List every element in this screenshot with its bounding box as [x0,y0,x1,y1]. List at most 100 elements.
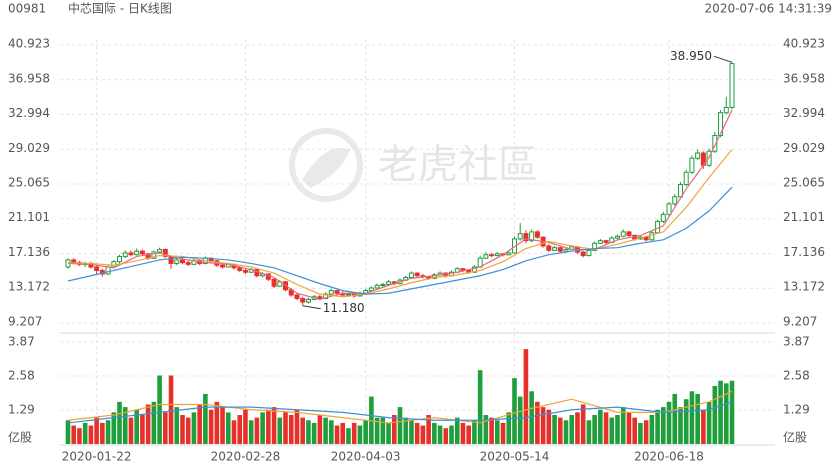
x-tick-label: 2020-06-18 [634,450,704,464]
candle-body [506,252,512,256]
volume-bar [723,383,729,444]
candle-body [683,171,689,186]
y-tick-label-right: 32.994 [783,106,825,120]
candle-body [174,259,180,264]
volume-tick-label: 2.58 [8,369,35,383]
y-tick-label: 40.923 [8,37,50,51]
candle-body [139,250,145,255]
volume-bar [403,417,409,444]
volume-bar [655,409,660,444]
candle-body [368,287,374,292]
candle-body [592,242,598,251]
candle-body [431,274,437,279]
volume-bar [449,425,454,444]
candle-body [328,290,334,295]
volume-bar [592,415,597,444]
candle-body [580,251,586,257]
volume-tick-label-right: 1.29 [783,403,810,417]
volume-bar [306,420,311,444]
y-tick-label-right: 13.172 [783,280,825,294]
candle-body [666,203,672,215]
candle-body [723,106,729,114]
candle-body [557,247,563,252]
candle-body [660,213,666,222]
volume-bar [586,420,592,444]
volume-bar [208,409,214,444]
candle-body [626,231,632,236]
volume-bar [678,407,683,444]
volume-bar [432,422,437,444]
y-tick-label-right: 40.923 [783,37,825,51]
volume-bar [220,407,225,444]
candle-body [534,231,540,238]
y-tick-label: 9.207 [8,315,42,329]
y-tick-label: 21.101 [8,210,50,224]
candle-body [300,298,306,303]
volume-ma-line [67,401,733,424]
volume-bar [334,425,340,444]
volume-bar [483,415,489,444]
volume-bar [649,415,655,444]
volume-bar [689,391,695,444]
candle-body [620,231,626,237]
candle-body [323,293,329,300]
x-tick-label: 2020-01-22 [62,450,132,464]
volume-bar [317,415,323,444]
y-tick-label: 29.029 [8,141,50,155]
candle-body [294,294,300,300]
x-tick-label: 2020-05-14 [480,450,550,464]
y-tick-label: 36.958 [8,71,50,85]
volume-bar [88,425,94,444]
volume-bar [661,407,666,444]
volume-bar [122,407,128,444]
candle-body [380,283,386,286]
candle-body [729,63,735,108]
volume-bar [363,420,368,444]
volume-bar [386,422,391,444]
volume-bar [414,422,420,444]
volume-bar [151,401,157,444]
volume-bar [563,420,569,444]
volume-bar [495,420,500,444]
ma-line [67,186,733,295]
volume-bar [391,415,397,444]
volume-tick-label-right: 2.58 [783,369,810,383]
volume-bar [180,415,185,444]
candle-body [374,284,380,289]
volume-bar [134,409,139,444]
stock-code: 00981 [8,2,46,16]
volume-bar [168,375,174,444]
y-tick-label: 17.136 [8,245,50,259]
y-tick-label-right: 29.029 [783,141,825,155]
volume-bar [529,391,534,444]
candle-body [237,267,243,271]
volume-bar [346,428,351,444]
volume-bar [409,420,414,444]
y-tick-label: 25.065 [8,176,50,190]
volume-bar [466,425,471,444]
volume-bar [615,415,620,444]
y-tick-label-right: 21.101 [783,210,825,224]
volume-bar [437,425,443,444]
volume-bar [185,417,191,444]
volume-tick-label: 3.87 [8,335,35,349]
volume-bar [695,393,700,444]
volume-bar [557,417,563,444]
chart-title: 中芯国际 - 日K线图 [68,1,172,16]
candle-body [586,249,592,257]
y-tick-label-right: 25.065 [783,176,825,190]
volume-bar [672,393,678,444]
candle-body [649,232,655,241]
volume-bar [214,401,220,444]
volume-bar [117,401,122,444]
volume-bar [145,404,151,444]
volume-bar [174,407,180,444]
volume-bar [500,422,506,444]
candle-body [718,112,724,136]
volume-bar [517,396,523,444]
volume-bar [489,417,494,444]
volume-bar [620,407,626,444]
annotation-label: 11.180 [323,301,365,315]
volume-bar [512,378,517,444]
